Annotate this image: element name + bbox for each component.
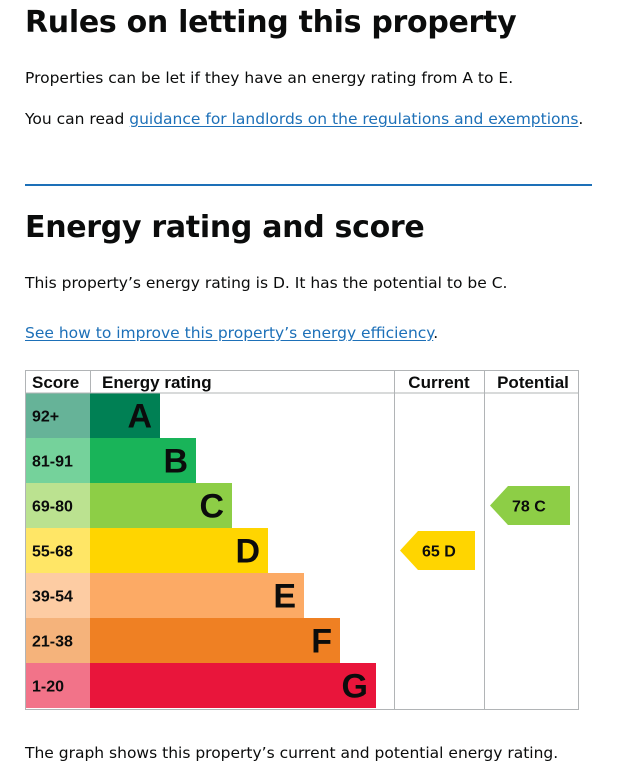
improve-suffix: .: [433, 324, 439, 342]
rating-bar-g: [90, 663, 376, 708]
score-cell-f: [25, 618, 90, 663]
improve-efficiency-link[interactable]: See how to improve this property’s energ…: [25, 324, 434, 342]
rules-heading: Rules on letting this property: [25, 5, 517, 40]
rating-bar-d: [90, 528, 268, 573]
rating-letter-g: G: [342, 668, 368, 706]
rating-bar-b: [90, 438, 196, 483]
score-cell-d: [25, 528, 90, 573]
score-range-g: 1-20: [32, 679, 64, 696]
rating-letter-f: F: [311, 623, 332, 661]
current-column-header: Current: [408, 373, 470, 392]
score-range-c: 69-80: [32, 499, 73, 516]
score-cell-e: [25, 573, 90, 618]
rating-letter-d: D: [235, 533, 260, 571]
rating-bar-f: [90, 618, 340, 663]
score-column-header: Score: [32, 373, 79, 392]
score-cell-g: [25, 663, 90, 708]
current-arrow: [400, 531, 475, 570]
rating-bar-a: [90, 393, 160, 438]
rating-letter-e: E: [273, 578, 296, 616]
rating-bar-c: [90, 483, 232, 528]
energy-heading: Energy rating and score: [25, 210, 425, 245]
rating-bar-e: [90, 573, 304, 618]
energy-rating-chart: 92+ A 81-91 B 69-80 C 55-68 D 39-54 E 21-38 F 1-20 G …: [25, 370, 579, 710]
score-cell-a: [25, 393, 90, 438]
score-range-f: 21-38: [32, 634, 73, 651]
score-cell-c: [25, 483, 90, 528]
guidance-prefix: You can read: [25, 110, 130, 128]
score-cell-b: [25, 438, 90, 483]
rating-letter-b: B: [163, 443, 188, 481]
guidance-paragraph: You can read guidance for landlords on t…: [25, 109, 583, 129]
score-range-d: 55-68: [32, 544, 73, 561]
energy-summary-text: This property’s energy rating is D. It h…: [25, 274, 508, 292]
score-range-a: 92+: [32, 409, 59, 426]
section-divider: [25, 184, 592, 186]
rules-intro-text: Properties can be let if they have an en…: [25, 69, 514, 87]
rating-letter-a: A: [127, 398, 152, 436]
potential-rating-label: 78 C: [512, 499, 546, 516]
rating-column-header: Energy rating: [102, 373, 212, 392]
landlord-guidance-link[interactable]: guidance for landlords on the regulation…: [129, 110, 579, 128]
potential-arrow: [490, 486, 570, 525]
potential-column-header: Potential: [497, 373, 569, 392]
score-range-b: 81-91: [32, 454, 73, 471]
graph-description: The graph shows this property’s current …: [25, 744, 559, 762]
guidance-suffix: .: [578, 110, 584, 128]
current-rating-label: 65 D: [422, 544, 456, 561]
score-range-e: 39-54: [32, 589, 73, 606]
improve-paragraph: See how to improve this property’s energ…: [25, 323, 438, 343]
rating-letter-c: C: [199, 488, 224, 526]
